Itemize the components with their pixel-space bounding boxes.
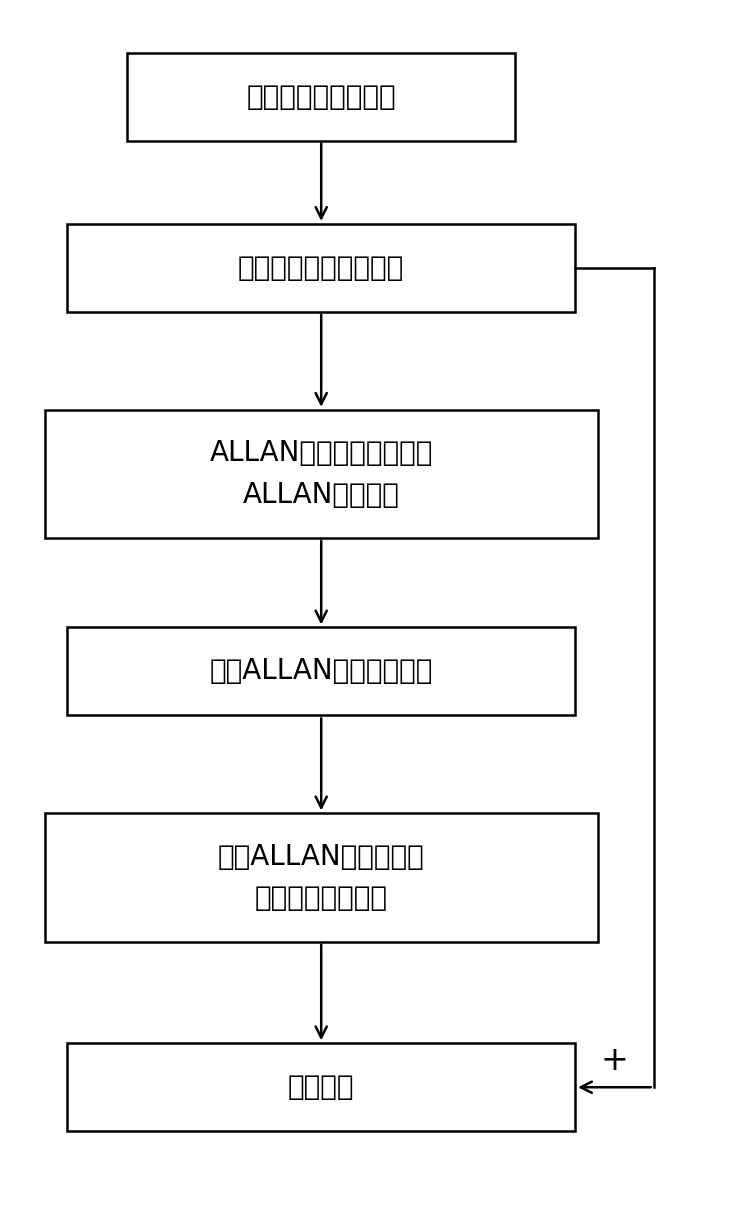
FancyBboxPatch shape [67,1043,575,1131]
FancyBboxPatch shape [67,224,575,312]
Text: 基本物理参数模型处理: 基本物理参数模型处理 [238,254,404,281]
Text: ALLAN方差分析残差得到
ALLAN方差系数: ALLAN方差分析残差得到 ALLAN方差系数 [209,439,433,509]
FancyBboxPatch shape [67,627,575,715]
FancyBboxPatch shape [45,813,598,942]
FancyBboxPatch shape [45,410,598,538]
FancyBboxPatch shape [127,53,515,141]
Text: 最终模型: 最终模型 [288,1074,355,1101]
Text: +: + [601,1044,628,1076]
Text: 计算各恒星处的误差: 计算各恒星处的误差 [247,83,396,110]
Text: 基于ALLAN方差分析的
随机误差修正模型: 基于ALLAN方差分析的 随机误差修正模型 [218,843,424,912]
Text: 根据ALLAN方差系数建模: 根据ALLAN方差系数建模 [209,658,433,685]
